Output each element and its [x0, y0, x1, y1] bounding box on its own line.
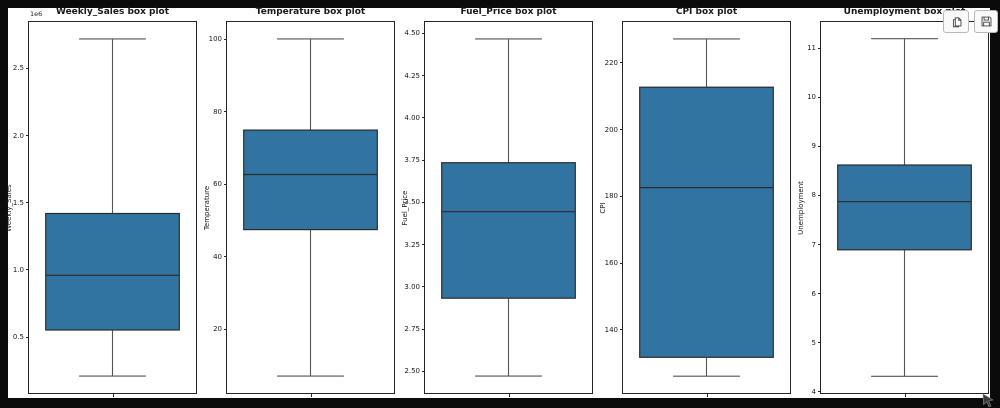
x-tick-mark	[706, 394, 708, 397]
y-tick-mark	[620, 262, 623, 264]
y-tick-label: 4.50	[404, 29, 420, 38]
y-axis-label-cpi: CPI	[599, 201, 607, 214]
plot-title-temperature: Temperature box plot	[255, 7, 366, 17]
y-tick-label: 11	[807, 44, 816, 53]
y-tick-label: 140	[604, 325, 618, 334]
y-axis-offset-text: 1e6	[30, 10, 43, 18]
y-tick-mark	[422, 370, 425, 372]
plot-title-unemployment: Unemployment box plot	[843, 7, 966, 17]
y-tick-mark	[224, 256, 227, 258]
y-tick-label: 0.5	[12, 333, 24, 342]
x-tick-mark	[310, 394, 312, 397]
y-tick-label: 2.75	[404, 325, 420, 334]
y-tick-label: 2.0	[12, 131, 24, 140]
iqr-box	[441, 162, 576, 299]
y-tick-label: 4	[811, 387, 816, 396]
save-output-button[interactable]	[974, 10, 998, 33]
y-tick-label: 3.25	[404, 240, 420, 249]
iqr-box	[243, 129, 378, 231]
plot-title-cpi: CPI box plot	[675, 7, 738, 17]
y-tick-label: 80	[213, 107, 222, 116]
y-tick-mark	[422, 32, 425, 34]
y-tick-mark	[818, 391, 821, 393]
iqr-box	[45, 212, 180, 331]
y-tick-mark	[26, 135, 29, 137]
x-tick-mark	[508, 394, 510, 397]
y-tick-mark	[26, 269, 29, 271]
copy-output-button[interactable]	[943, 10, 969, 33]
y-tick-mark	[422, 244, 425, 246]
y-tick-mark	[620, 62, 623, 64]
y-tick-label: 7	[811, 240, 816, 249]
iqr-box	[837, 164, 972, 251]
y-tick-label: 3.75	[404, 156, 420, 165]
y-tick-mark	[26, 336, 29, 338]
y-tick-mark	[422, 159, 425, 161]
y-tick-label: 6	[811, 289, 816, 298]
y-tick-label: 180	[604, 192, 618, 201]
y-tick-mark	[818, 47, 821, 49]
y-tick-mark	[26, 202, 29, 204]
y-tick-label: 200	[604, 125, 618, 134]
y-tick-mark	[26, 67, 29, 69]
y-tick-mark	[422, 328, 425, 330]
y-axis-label-fuel-price: Fuel_Price	[401, 190, 409, 225]
y-tick-mark	[818, 293, 821, 294]
y-tick-label: 2.50	[404, 367, 420, 376]
box-plot-fuel-price	[441, 38, 576, 377]
y-tick-label: 4.00	[404, 113, 420, 122]
iqr-box	[639, 86, 774, 358]
y-tick-label: 100	[208, 35, 222, 44]
plot-title-fuel-price: Fuel_Price box plot	[460, 7, 557, 17]
y-tick-mark	[620, 329, 623, 331]
copy-icon	[950, 15, 963, 28]
y-tick-mark	[224, 38, 227, 40]
save-icon	[980, 15, 993, 28]
box-plot-cpi	[639, 38, 774, 377]
y-tick-label: 10	[807, 93, 816, 102]
y-tick-label: 9	[811, 142, 816, 151]
plot-title-weekly-sales: Weekly_Sales box plot	[55, 7, 170, 17]
y-tick-label: 220	[604, 58, 618, 67]
y-tick-mark	[224, 183, 227, 185]
y-tick-label: 1.5	[12, 198, 24, 207]
y-tick-label: 4.25	[404, 71, 420, 80]
y-tick-mark	[818, 145, 821, 147]
y-tick-mark	[422, 201, 425, 203]
box-plot-temperature	[243, 38, 378, 377]
y-tick-label: 2.5	[12, 64, 24, 73]
y-tick-mark	[620, 129, 623, 131]
y-tick-mark	[422, 75, 425, 77]
y-tick-mark	[818, 342, 821, 344]
y-tick-mark	[422, 286, 425, 288]
y-axis-label-temperature: Temperature	[203, 185, 211, 230]
y-axis-label-weekly-sales: Weekly_Sales	[5, 183, 13, 232]
box-plot-weekly-sales	[45, 38, 180, 377]
x-tick-mark	[904, 394, 906, 397]
y-tick-label: 5	[811, 338, 816, 347]
y-tick-label: 8	[811, 191, 816, 200]
y-tick-label: 60	[213, 180, 222, 189]
x-tick-mark	[112, 394, 114, 397]
y-tick-mark	[422, 117, 425, 119]
y-tick-label: 160	[604, 259, 618, 267]
y-tick-mark	[224, 328, 227, 330]
box-plot-unemployment	[837, 38, 972, 377]
y-tick-label: 20	[213, 325, 222, 334]
mouse-cursor	[981, 392, 997, 408]
y-tick-mark	[818, 244, 821, 245]
y-tick-label: 40	[213, 252, 222, 261]
y-tick-mark	[224, 111, 227, 113]
y-tick-label: 3.50	[404, 198, 420, 207]
y-tick-mark	[818, 96, 821, 98]
y-tick-label: 3.00	[404, 282, 420, 291]
y-tick-label: 1.0	[12, 265, 24, 274]
y-tick-mark	[818, 194, 821, 196]
y-axis-label-unemployment: Unemployment	[797, 180, 805, 235]
y-tick-mark	[620, 195, 623, 197]
